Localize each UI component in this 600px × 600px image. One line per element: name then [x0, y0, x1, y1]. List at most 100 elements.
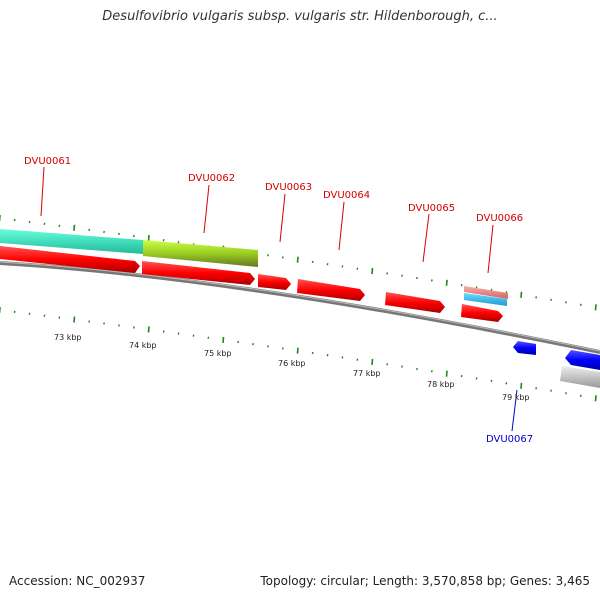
light-blue-feature-track[interactable]	[464, 293, 507, 306]
minor-tick	[177, 241, 180, 244]
gene-label[interactable]: DVU0065	[408, 203, 455, 214]
minor-tick	[88, 320, 91, 323]
minor-tick	[535, 296, 538, 299]
yellowgreen-feature-track[interactable]	[143, 240, 258, 267]
grey-feature-track[interactable]	[560, 366, 600, 388]
cyan-feature-track[interactable]	[0, 229, 143, 254]
gene-arrow-reverse[interactable]	[513, 341, 536, 355]
genome-backbone	[0, 261, 600, 354]
minor-tick	[579, 394, 582, 397]
major-tick	[222, 336, 225, 343]
minor-tick	[356, 358, 359, 361]
minor-tick	[490, 379, 493, 383]
gene-label[interactable]: DVU0066	[476, 213, 523, 224]
minor-tick	[550, 389, 552, 392]
minor-tick	[386, 363, 389, 366]
minor-tick	[252, 342, 254, 346]
minor-tick	[103, 322, 105, 325]
minor-tick	[103, 230, 105, 234]
major-tick	[73, 316, 76, 323]
minor-tick	[430, 279, 433, 282]
minor-tick	[430, 370, 433, 373]
gene-label[interactable]: DVU0067	[486, 434, 533, 445]
upper-tick-row	[0, 215, 597, 311]
minor-tick	[565, 301, 567, 304]
gene-arrow-forward[interactable]	[297, 279, 365, 301]
minor-tick	[356, 267, 359, 270]
gene-label[interactable]: DVU0062	[188, 173, 235, 184]
leader-line	[203, 184, 210, 234]
minor-tick	[43, 222, 46, 226]
major-tick	[296, 347, 299, 354]
leader-line	[279, 193, 286, 243]
leader-line	[511, 389, 518, 432]
scale-label: 77 kbp	[353, 369, 381, 378]
minor-tick	[326, 353, 329, 357]
minor-tick	[28, 220, 31, 224]
minor-tick	[267, 345, 269, 348]
minor-tick	[565, 392, 567, 395]
gene-arrow-reverse[interactable]	[565, 350, 600, 370]
minor-tick	[386, 272, 389, 275]
major-tick	[147, 235, 150, 242]
minor-tick	[192, 334, 195, 337]
gene-label[interactable]: DVU0064	[323, 190, 370, 201]
minor-tick	[416, 276, 418, 280]
major-tick	[520, 291, 523, 298]
scale-label: 78 kbp	[427, 380, 455, 389]
minor-tick	[28, 312, 31, 315]
minor-tick	[326, 263, 329, 266]
minor-tick	[416, 367, 418, 371]
scale-label: 76 kbp	[278, 359, 306, 368]
minor-tick	[118, 324, 120, 327]
major-tick	[296, 256, 299, 263]
minor-tick	[13, 310, 16, 314]
minor-tick	[58, 224, 61, 228]
minor-tick	[58, 316, 61, 319]
gene-arrow-forward[interactable]	[258, 274, 291, 290]
major-tick	[594, 304, 597, 311]
scale-label: 75 kbp	[204, 349, 232, 358]
leader-line	[422, 213, 430, 263]
minor-tick	[460, 374, 463, 378]
minor-tick	[132, 234, 135, 238]
minor-tick	[162, 239, 165, 242]
genome-backbone-highlight	[0, 261, 600, 352]
major-tick	[371, 267, 374, 275]
major-tick	[147, 326, 150, 333]
gene-arrow-forward[interactable]	[0, 246, 140, 273]
minor-tick	[13, 218, 16, 222]
topology-summary: Topology: circular; Length: 3,570,858 bp…	[260, 574, 590, 588]
gene-arrow-forward[interactable]	[461, 304, 503, 322]
gene-label[interactable]: DVU0063	[265, 182, 312, 193]
major-tick	[445, 279, 448, 286]
minor-tick	[267, 254, 269, 257]
minor-tick	[88, 228, 91, 232]
map-title: Desulfovibrio vulgaris subsp. vulgaris s…	[102, 9, 498, 24]
minor-tick	[341, 356, 344, 359]
scale-label: 73 kbp	[54, 333, 82, 342]
minor-tick	[177, 332, 180, 335]
major-tick	[520, 382, 523, 389]
gene-label[interactable]: DVU0061	[24, 156, 71, 167]
major-tick	[594, 395, 597, 402]
minor-tick	[311, 351, 314, 355]
minor-tick	[207, 336, 210, 339]
salmon-feature-track[interactable]	[464, 286, 508, 299]
minor-tick	[401, 365, 403, 368]
gene-arrow-forward[interactable]	[142, 261, 255, 285]
accession-text: Accession: NC_002937	[9, 574, 146, 588]
lower-tick-row	[0, 307, 597, 402]
minor-tick	[505, 382, 508, 385]
minor-tick	[535, 387, 538, 390]
leader-line	[40, 166, 45, 217]
minor-tick	[237, 340, 240, 344]
minor-tick	[311, 260, 314, 264]
minor-tick	[162, 330, 165, 333]
gene-arrow-forward[interactable]	[385, 292, 445, 313]
minor-tick	[281, 256, 284, 259]
leader-line	[487, 224, 494, 274]
major-tick	[73, 224, 76, 231]
leader-line	[338, 201, 345, 251]
